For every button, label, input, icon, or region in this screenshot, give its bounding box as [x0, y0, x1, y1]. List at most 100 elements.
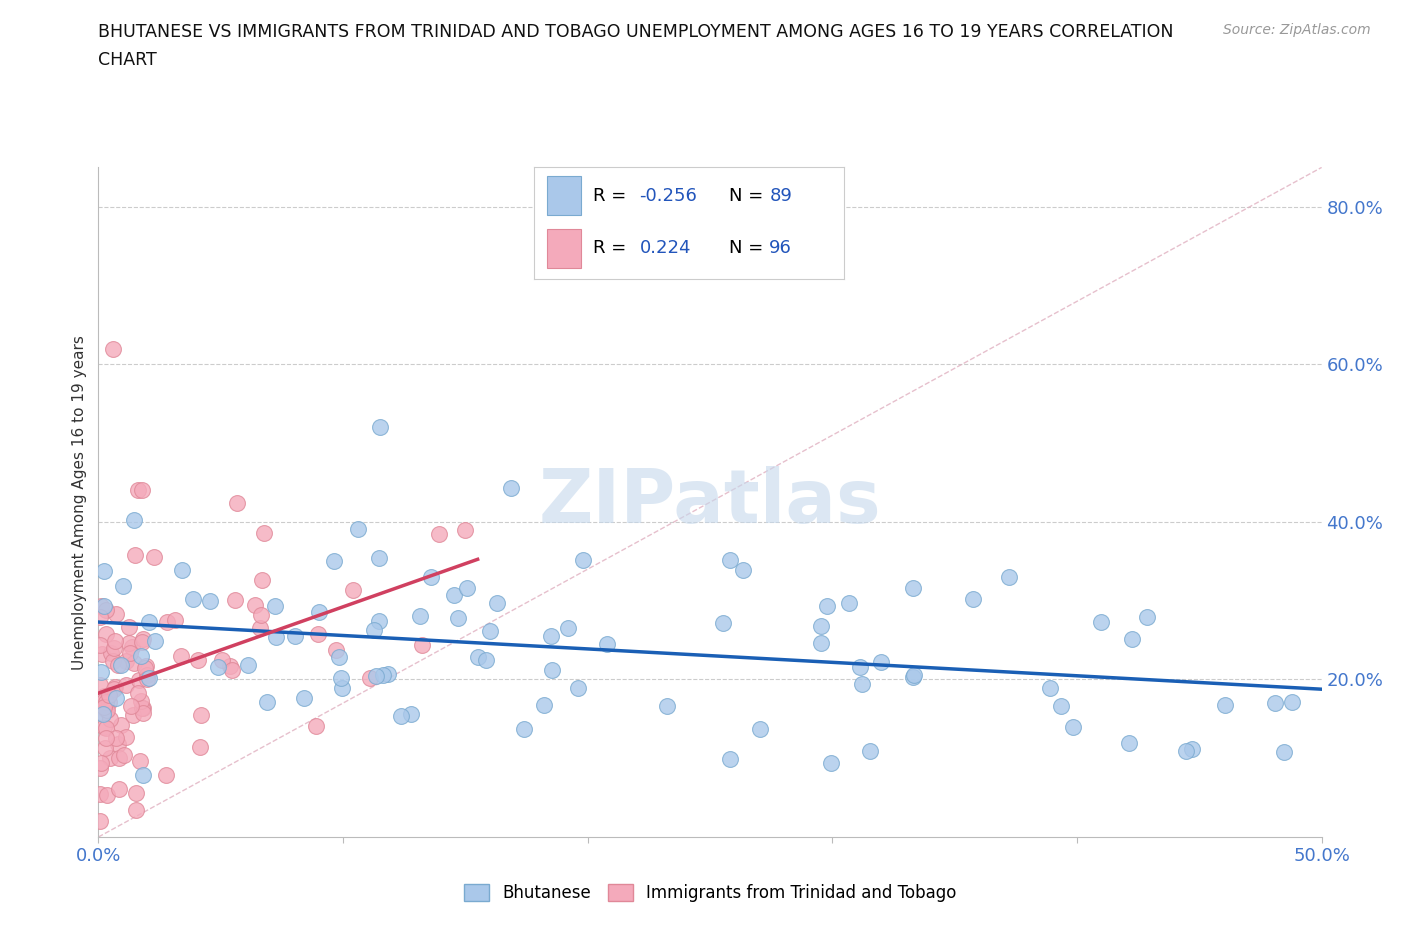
Point	[718, 552, 741, 567]
Point	[110, 658, 132, 673]
Point	[107, 751, 129, 765]
Point	[207, 659, 229, 674]
Point	[903, 668, 925, 683]
Point	[718, 751, 741, 766]
Point	[249, 621, 271, 636]
Point	[307, 627, 329, 642]
Point	[89, 814, 111, 829]
Point	[93, 720, 115, 735]
Point	[103, 681, 125, 696]
Point	[901, 580, 924, 595]
Point	[409, 608, 432, 623]
Point	[399, 707, 422, 722]
Point	[211, 653, 233, 668]
Point	[90, 664, 112, 679]
Point	[330, 671, 353, 685]
Point	[127, 483, 149, 498]
Point	[93, 694, 115, 709]
Point	[96, 702, 118, 717]
Point	[711, 616, 734, 631]
Point	[851, 676, 873, 691]
Point	[1090, 615, 1112, 630]
Point	[134, 660, 156, 675]
Point	[810, 635, 832, 650]
Point	[596, 636, 619, 651]
Point	[117, 636, 139, 651]
Point	[219, 659, 242, 674]
Point	[447, 610, 470, 625]
Point	[131, 483, 153, 498]
Point	[181, 591, 204, 606]
Point	[456, 580, 478, 595]
Text: N =: N =	[730, 239, 769, 258]
Point	[1281, 695, 1303, 710]
Point	[513, 722, 536, 737]
Point	[105, 731, 128, 746]
Point	[1181, 741, 1204, 756]
Point	[114, 678, 136, 693]
Point	[100, 645, 122, 660]
Point	[243, 598, 266, 613]
Point	[110, 718, 132, 733]
Point	[557, 620, 579, 635]
Point	[1264, 696, 1286, 711]
Point	[170, 648, 193, 663]
Point	[89, 787, 111, 802]
Point	[467, 650, 489, 665]
Point	[90, 706, 112, 721]
Text: R =: R =	[593, 187, 633, 205]
Point	[100, 711, 122, 726]
Point	[103, 634, 125, 649]
Point	[91, 647, 114, 662]
Text: 89: 89	[769, 187, 792, 205]
Point	[96, 720, 118, 735]
Point	[122, 656, 145, 671]
Point	[131, 631, 153, 646]
Point	[129, 754, 152, 769]
Point	[98, 695, 121, 710]
Point	[567, 681, 589, 696]
Point	[93, 707, 115, 722]
Point	[420, 569, 443, 584]
Point	[284, 629, 307, 644]
Point	[93, 699, 115, 714]
Point	[135, 671, 157, 686]
Point	[97, 687, 120, 702]
Point	[368, 420, 391, 435]
Point	[810, 618, 832, 633]
Point	[859, 744, 882, 759]
Point	[118, 645, 141, 660]
Point	[1050, 698, 1073, 713]
Text: CHART: CHART	[98, 51, 157, 69]
Point	[101, 341, 124, 356]
Point	[1062, 719, 1084, 734]
Point	[347, 522, 370, 537]
Point	[849, 659, 872, 674]
Bar	[547, 177, 581, 216]
Point	[226, 496, 249, 511]
Point	[89, 677, 111, 692]
Text: Source: ZipAtlas.com: Source: ZipAtlas.com	[1223, 23, 1371, 37]
Point	[131, 706, 153, 721]
Point	[96, 695, 118, 710]
Point	[198, 593, 221, 608]
Point	[571, 552, 593, 567]
Point	[499, 480, 522, 495]
Point	[105, 691, 128, 706]
Point	[96, 603, 118, 618]
Point	[475, 652, 498, 667]
Point	[308, 604, 330, 619]
Point	[1272, 745, 1295, 760]
Bar	[547, 229, 581, 268]
Point	[96, 787, 118, 802]
Text: BHUTANESE VS IMMIGRANTS FROM TRINIDAD AND TOBAGO UNEMPLOYMENT AMONG AGES 16 TO 1: BHUTANESE VS IMMIGRANTS FROM TRINIDAD AN…	[98, 23, 1174, 41]
Point	[540, 628, 562, 643]
Point	[131, 768, 153, 783]
Point	[1039, 681, 1062, 696]
Point	[486, 595, 509, 610]
Point	[655, 698, 678, 713]
Point	[364, 669, 387, 684]
Point	[128, 672, 150, 687]
Point	[103, 640, 125, 655]
Point	[122, 512, 145, 527]
